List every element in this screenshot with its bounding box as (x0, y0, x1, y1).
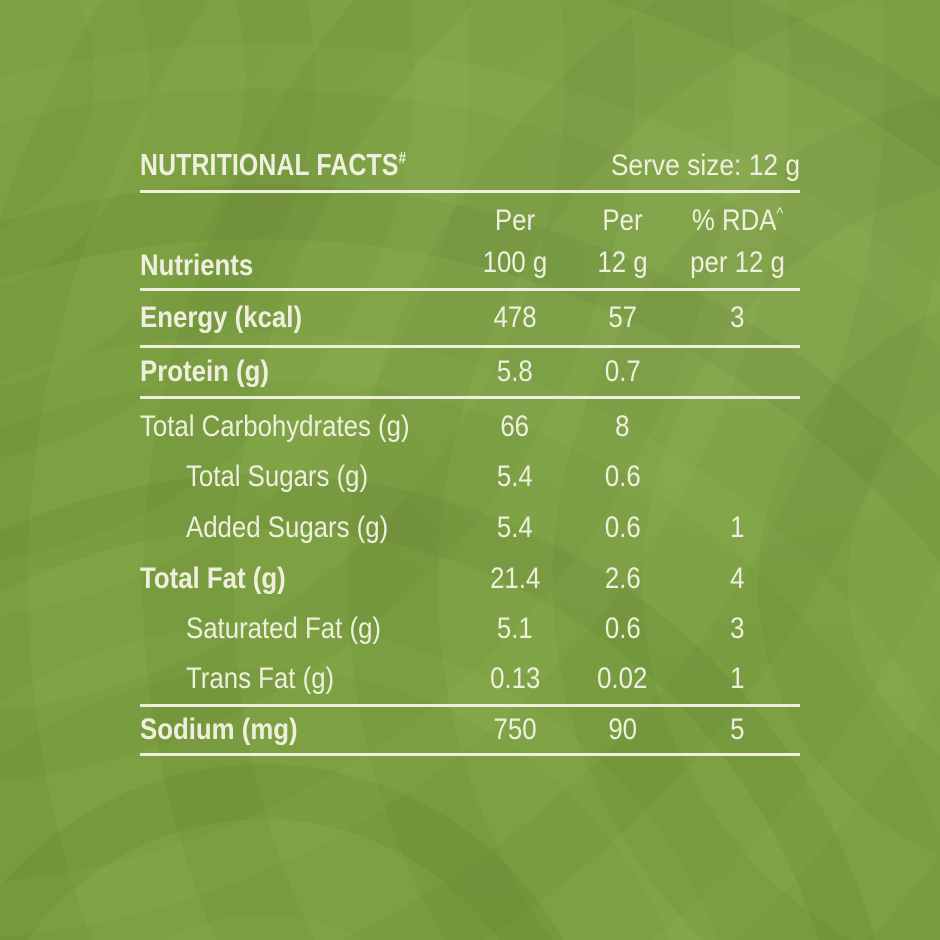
value-rda: 3 (730, 612, 745, 645)
table-row-total-fat: Total Fat (g) 21.4 2.6 4 (140, 554, 800, 604)
value-rda (675, 410, 800, 444)
divider-protein (140, 396, 800, 399)
value-rda (675, 460, 800, 494)
title-footnote-marker: # (398, 148, 407, 168)
row-label: Energy (kcal) (140, 301, 303, 334)
value-per-100g: 21.4 (489, 562, 541, 595)
row-label: Total Sugars (g) (186, 460, 369, 493)
row-label: Total Fat (g) (140, 562, 286, 595)
table-row-added-sugars: Added Sugars (g) 5.4 0.6 1 (140, 502, 800, 554)
divider-header (140, 288, 800, 291)
table-row-total-sugars: Total Sugars (g) 5.4 0.6 (140, 452, 800, 502)
value-per-12g: 0.02 (597, 662, 648, 695)
value-per-100g: 750 (493, 713, 537, 746)
column-header-per-100g: Per 100 g (482, 204, 548, 279)
value-per-12g: 8 (615, 410, 630, 443)
panel-title: NUTRITIONAL FACTS# (140, 147, 473, 183)
row-label: Added Sugars (g) (186, 511, 389, 544)
column-header-rda: % RDA^ per 12 g (690, 204, 785, 279)
value-per-100g: 5.1 (497, 612, 533, 645)
table-row-trans-fat: Trans Fat (g) 0.13 0.02 1 (140, 654, 800, 704)
value-per-100g: 0.13 (489, 662, 541, 695)
value-per-12g: 57 (608, 301, 637, 334)
value-per-100g: 478 (493, 301, 537, 334)
panel-title-text: NUTRITIONAL FACTS (140, 147, 399, 182)
value-rda: 1 (730, 662, 745, 695)
panel-header: NUTRITIONAL FACTS# Serve size: 12 g (140, 147, 800, 190)
value-per-12g: 2.6 (604, 562, 641, 595)
row-label: Trans Fat (g) (186, 662, 335, 695)
column-header-nutrients: Nutrients (140, 249, 254, 282)
row-label: Sodium (mg) (140, 713, 298, 746)
value-per-100g: 5.8 (497, 355, 533, 388)
rda-footnote-marker: ^ (776, 205, 784, 223)
value-rda: 5 (730, 713, 745, 746)
row-label: Protein (g) (140, 355, 269, 388)
value-per-12g: 0.7 (604, 355, 641, 388)
table-row-total-carbohydrates: Total Carbohydrates (g) 66 8 (140, 402, 800, 452)
value-rda: 3 (730, 301, 745, 334)
table-row-saturated-fat: Saturated Fat (g) 5.1 0.6 3 (140, 604, 800, 654)
value-per-100g: 5.4 (497, 460, 533, 493)
value-per-12g: 0.6 (604, 511, 641, 544)
table-row-protein: Protein (g) 5.8 0.7 (140, 348, 800, 396)
serve-size-label: Serve size: 12 g (610, 149, 800, 182)
divider-sodium-top (140, 704, 800, 707)
row-label: Total Carbohydrates (g) (140, 410, 410, 443)
value-rda: 1 (730, 511, 745, 544)
column-header-row: Nutrients Per 100 g Per 12 g % RDA^ per … (140, 193, 800, 288)
value-per-12g: 0.6 (604, 612, 641, 645)
value-rda (675, 355, 800, 389)
value-rda: 4 (730, 562, 745, 595)
divider-bottom (140, 753, 800, 756)
table-row-energy: Energy (kcal) 478 57 3 (140, 291, 800, 345)
row-label: Saturated Fat (g) (186, 612, 382, 645)
value-per-100g: 5.4 (497, 511, 533, 544)
column-header-per-12g: Per 12 g (597, 204, 648, 279)
value-per-12g: 90 (608, 713, 637, 746)
nutrition-facts-panel: NUTRITIONAL FACTS# Serve size: 12 g Nutr… (140, 147, 800, 756)
table-row-sodium: Sodium (mg) 750 90 5 (140, 707, 800, 753)
divider-top (140, 190, 800, 193)
value-per-100g: 66 (500, 410, 530, 443)
divider-energy (140, 345, 800, 348)
value-per-12g: 0.6 (604, 460, 641, 493)
